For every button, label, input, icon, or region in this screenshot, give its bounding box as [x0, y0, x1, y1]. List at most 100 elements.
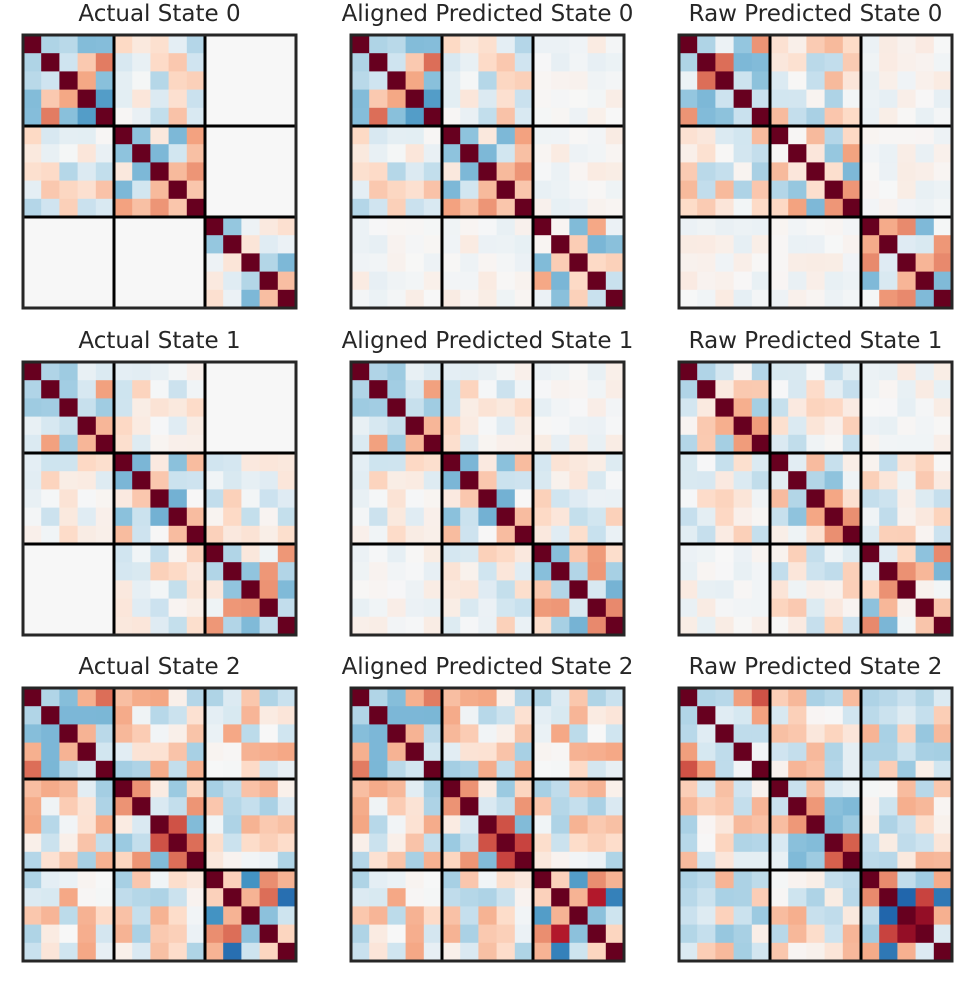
heatmap-cell [41, 35, 60, 54]
heatmap-cell [879, 126, 898, 145]
heatmap-cell [23, 107, 42, 127]
heatmap-cell [259, 453, 279, 472]
heatmap-cell [41, 616, 60, 636]
heatmap-cell [59, 489, 79, 509]
heatmap-cell [442, 471, 461, 490]
heatmap-cell [442, 53, 461, 72]
heatmap-cell [369, 180, 388, 200]
heatmap-cell [95, 217, 115, 236]
heatmap-cell [879, 271, 898, 291]
heatmap-cell [533, 217, 552, 236]
heatmap-cell [715, 851, 735, 871]
heatmap-cell [587, 797, 607, 816]
heatmap-cell [205, 180, 224, 200]
heatmap-cell [405, 815, 425, 835]
heatmap-cell [933, 53, 953, 72]
heatmap-cell [806, 724, 826, 744]
heatmap-cell [223, 544, 242, 563]
heatmap-cell [351, 688, 370, 707]
heatmap-cell [95, 525, 115, 545]
heatmap-cell [751, 398, 771, 418]
heatmap-cell [168, 779, 188, 798]
heatmap-cell [861, 416, 880, 436]
heatmap-cell [168, 126, 188, 145]
heatmap-cell [405, 53, 425, 72]
heatmap-cell [861, 89, 880, 109]
heatmap-cell [770, 942, 789, 962]
heatmap-cell [897, 724, 917, 744]
heatmap-cell [697, 544, 716, 563]
heatmap-cell [114, 35, 133, 54]
heatmap-cell [679, 217, 698, 236]
heatmap-cell [879, 198, 898, 218]
heatmap-cell [41, 289, 60, 309]
heatmap-cell [460, 688, 479, 707]
heatmap-cell [95, 616, 115, 636]
heatmap-cell [460, 525, 479, 545]
heatmap-cell [478, 35, 498, 54]
heatmap-cell [715, 162, 735, 182]
heatmap-cell [277, 35, 297, 54]
heatmap-cell [715, 434, 735, 454]
heatmap-cell [95, 380, 115, 399]
heatmap-cell [423, 489, 443, 509]
heatmap-cell [788, 906, 807, 926]
heatmap-cell [861, 580, 880, 600]
heatmap-cell [405, 198, 425, 218]
heatmap-cell [751, 434, 771, 454]
heatmap-cell [23, 706, 42, 725]
heatmap-cell [460, 71, 479, 91]
heatmap-cell [697, 760, 716, 780]
heatmap-cell [369, 416, 388, 436]
heatmap-cell [861, 180, 880, 200]
heatmap-cell [23, 162, 42, 182]
heatmap-cell [715, 180, 735, 200]
heatmap-cell [551, 706, 570, 725]
heatmap-cell [842, 416, 862, 436]
heatmap-cell [861, 562, 880, 581]
heatmap-cell [114, 162, 133, 182]
heatmap-cell [95, 833, 115, 853]
heatmap-cell [751, 688, 771, 707]
heatmap-cell [933, 580, 953, 600]
heatmap-cell [679, 616, 698, 636]
heatmap-cell [569, 289, 589, 309]
heatmap-cell [442, 89, 461, 109]
heatmap-cell [770, 779, 789, 798]
heatmap-cell [605, 89, 625, 109]
heatmap-cell [879, 888, 898, 907]
heatmap-cell [679, 71, 698, 91]
heatmap-cell [387, 797, 407, 816]
heatmap-cell [132, 217, 151, 236]
heatmap-cell [223, 89, 242, 109]
heatmap-cell [442, 870, 461, 889]
heatmap-cell [697, 126, 716, 145]
heatmap-cell [259, 289, 279, 309]
heatmap-cell [277, 144, 297, 163]
heatmap-cell [478, 398, 498, 418]
panel-title: Aligned Predicted State 0 [341, 1, 634, 27]
heatmap-cell [605, 398, 625, 418]
heatmap-cell [405, 380, 425, 399]
heatmap-cell [387, 289, 407, 309]
heatmap-cell [879, 362, 898, 381]
heatmap-cell [915, 544, 935, 563]
heatmap-cell [423, 89, 443, 109]
heatmap-cell [387, 706, 407, 725]
heatmap-cell [551, 162, 570, 182]
heatmap-cell [423, 217, 443, 236]
heatmap-cell [587, 562, 607, 581]
heatmap-cell [915, 742, 935, 762]
heatmap-cell [533, 180, 552, 200]
heatmap-cell [842, 271, 862, 291]
heatmap-cell [897, 53, 917, 72]
heatmap-cell [223, 362, 242, 381]
heatmap-cell [277, 398, 297, 418]
heatmap-cell [423, 616, 443, 636]
heatmap-cell [460, 253, 479, 273]
heatmap-cell [897, 924, 917, 944]
heatmap-cell [861, 616, 880, 636]
heatmap-cell [405, 779, 425, 798]
heatmap-cell [933, 888, 953, 907]
heatmap-cell [478, 362, 498, 381]
